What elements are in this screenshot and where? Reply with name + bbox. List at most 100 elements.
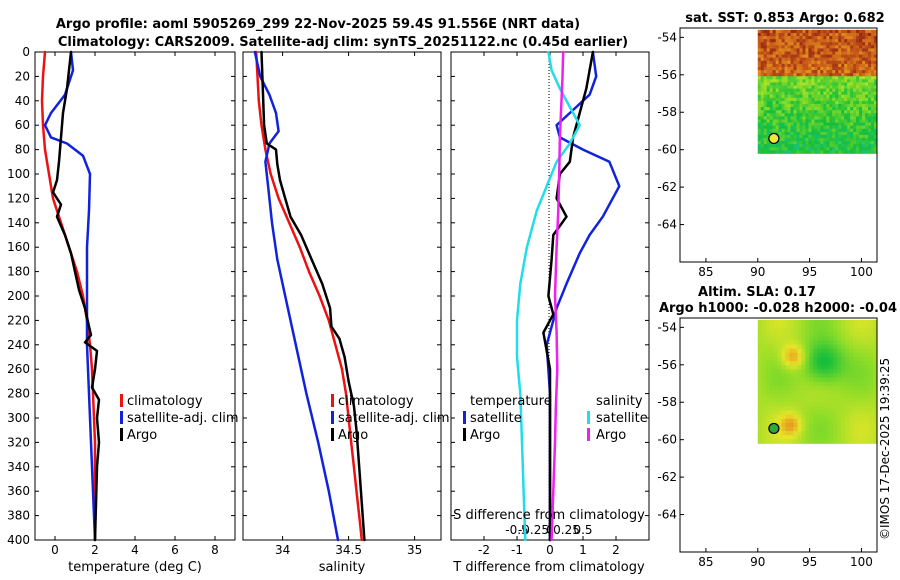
map-cell — [859, 32, 863, 37]
map-cell — [823, 60, 827, 65]
map-cell — [873, 389, 878, 395]
map-cell — [761, 356, 767, 362]
map-cell — [793, 91, 797, 96]
temperature-panel — [34, 51, 236, 541]
map-cell — [781, 385, 786, 391]
map-cell — [801, 422, 806, 428]
map-cell — [785, 431, 790, 436]
map-cell — [781, 422, 786, 428]
map-cell — [797, 394, 802, 399]
map-cell — [837, 377, 842, 383]
map-cell — [769, 94, 774, 99]
map-cell — [802, 48, 806, 52]
map-cell — [797, 319, 802, 325]
map-cell — [766, 88, 771, 93]
map-cell — [873, 435, 878, 440]
map-cell — [777, 344, 783, 350]
map-cell — [808, 32, 812, 37]
map-cell — [766, 29, 771, 34]
map-cell — [814, 122, 818, 127]
map-cell — [841, 110, 845, 114]
map-cell — [797, 369, 802, 374]
map-cell — [857, 344, 862, 350]
map-cell — [869, 377, 874, 383]
map-cell — [868, 97, 872, 102]
depth-tick-label: 180 — [7, 265, 30, 279]
map-cell — [769, 42, 774, 46]
map-cell — [847, 29, 851, 34]
map-cell — [847, 42, 851, 46]
map-cell — [865, 426, 870, 432]
map-cell — [769, 365, 775, 370]
map-cell — [844, 76, 848, 80]
map-cell — [841, 319, 846, 325]
map-cell — [813, 365, 818, 370]
map-cell — [775, 88, 780, 93]
map-cell — [814, 32, 818, 37]
map-cell — [777, 365, 783, 370]
map-cell — [797, 361, 802, 366]
map-cell — [826, 125, 830, 130]
map-cell — [790, 125, 794, 130]
map-cell — [825, 369, 830, 374]
map-cell — [799, 82, 803, 86]
map-cell — [871, 36, 875, 40]
map-cell — [809, 332, 814, 337]
map-cell — [823, 150, 827, 154]
map-cell — [801, 323, 806, 329]
map-cell — [805, 147, 809, 151]
map-cell — [761, 439, 767, 444]
map-cell — [797, 352, 802, 358]
map-cell — [835, 60, 839, 65]
map-cell — [833, 402, 838, 407]
map-cell — [821, 435, 826, 440]
map-cell — [797, 385, 802, 391]
map-cell — [865, 76, 869, 80]
map-cell — [790, 119, 794, 123]
map-cell — [790, 137, 794, 142]
map-cell — [793, 116, 797, 120]
map-cell — [865, 85, 869, 89]
map-cell — [805, 116, 809, 120]
map-cell — [871, 97, 875, 102]
map-cell — [857, 340, 862, 345]
map-cell — [835, 147, 839, 151]
map-cell — [853, 91, 857, 96]
map-cell — [777, 406, 783, 411]
map-cell — [805, 54, 809, 59]
map-cell — [793, 51, 797, 55]
map-cell — [790, 82, 794, 86]
map-cell — [833, 439, 838, 444]
map-cell — [865, 51, 869, 55]
map-cell — [865, 406, 870, 411]
map-cell — [825, 352, 830, 358]
map-cell — [790, 36, 794, 40]
map-cell — [769, 369, 775, 374]
map-cell — [814, 107, 818, 111]
map-cell — [790, 70, 794, 74]
map-cell — [781, 57, 785, 62]
map-cell — [844, 79, 848, 83]
map-cell — [838, 119, 842, 123]
map-cell — [859, 113, 863, 117]
map-cell — [847, 79, 851, 83]
map-cell — [853, 73, 857, 77]
map-cell — [865, 88, 869, 93]
map-cell — [853, 94, 857, 99]
map-cell — [821, 377, 826, 383]
map-cell — [766, 63, 771, 68]
map-cell — [850, 147, 854, 151]
map-cell — [796, 144, 800, 148]
map-cell — [757, 323, 763, 329]
map-cell — [763, 144, 768, 148]
map-cell — [781, 439, 786, 444]
map-cell — [820, 82, 824, 86]
map-cell — [847, 60, 851, 65]
map-cell — [832, 113, 836, 117]
map-cell — [808, 88, 812, 93]
map-cell — [850, 94, 854, 99]
map-cell — [805, 66, 809, 71]
map-cell — [805, 91, 809, 96]
map-cell — [829, 410, 834, 415]
map-cell — [841, 332, 846, 337]
